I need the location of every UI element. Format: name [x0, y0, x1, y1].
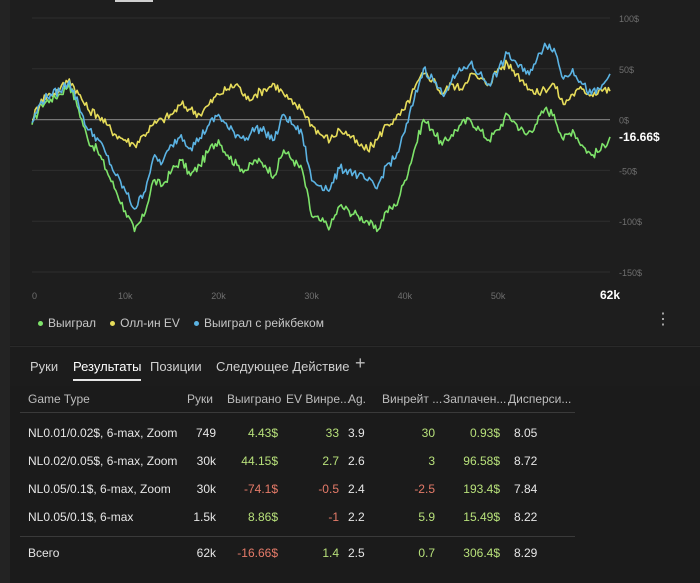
x-tick-label: 40k [398, 291, 413, 301]
legend-item-won[interactable]: Выиграл [38, 316, 96, 330]
cell-game-type: NL0.02/0.05$, 6-max, Zoom [28, 454, 178, 468]
tab-positions[interactable]: Позиции [150, 359, 202, 374]
y-tick-label: 0$ [619, 116, 629, 126]
legend-dot-icon [38, 320, 43, 326]
y-tick-label: -50$ [619, 166, 637, 176]
col-header-paid-rake[interactable]: Заплачен... [443, 392, 507, 406]
cell-game-type: NL0.05/0.1$, 6-max [28, 510, 134, 524]
tab-next-action[interactable]: Следующее Действие [216, 359, 350, 374]
cell-paid-rake: 15.49$ [463, 510, 500, 524]
series-line-2 [32, 59, 611, 153]
x-tick-label: 10k [118, 291, 133, 301]
cell-ev-winrate: 33 [325, 426, 339, 440]
cell-aggression: 2.6 [348, 454, 365, 468]
y-tick-label: -150$ [619, 268, 642, 278]
table-row[interactable]: NL0.02/0.05$, 6-max, Zoom 30k 44.15$ 2.7… [10, 446, 700, 474]
col-header-ev-winrate[interactable]: EV Винре... [286, 392, 351, 406]
end-value-label: -16.66$ [619, 130, 660, 144]
add-tab-icon[interactable]: + [355, 353, 366, 373]
tab-hands[interactable]: Руки [30, 359, 59, 374]
tab-bar: Руки Результаты Позиции Следующее Действ… [10, 346, 700, 387]
cell-won: -74.1$ [243, 482, 278, 496]
cell-won: 8.86$ [247, 510, 278, 524]
legend-dot-icon [193, 320, 199, 326]
col-header-winrate[interactable]: Винрейт ... [382, 392, 443, 406]
cell-winrate: 3 [428, 454, 435, 468]
cell-ev-winrate: -0.5 [318, 482, 339, 496]
legend-label: Олл-ин EV [120, 316, 180, 330]
legend-dot-icon [110, 320, 116, 326]
tab-results[interactable]: Результаты [73, 359, 142, 381]
table-row[interactable]: NL0.05/0.1$, 6-max, Zoom 30k -74.1$ -0.5… [10, 474, 700, 502]
y-tick-label: 50$ [619, 65, 634, 75]
more-options-icon[interactable]: ⋮ [655, 311, 671, 328]
table-total-row[interactable]: Всего 62k -16.66$ 1.4 2.5 0.7 306.4$ 8.2… [10, 538, 700, 566]
cell-hands: 30k [196, 454, 216, 468]
cell-variance: 7.84 [514, 482, 538, 496]
cell-aggression: 2.4 [348, 482, 365, 496]
results-table: Game Type Руки Выиграно EV Винре... Ag. … [10, 386, 700, 583]
x-tick-label: 62k [600, 288, 620, 302]
x-tick-label: 20k [211, 291, 226, 301]
top-tab-indicator [115, 0, 153, 2]
cell-paid-rake: 0.93$ [469, 426, 500, 440]
cell-ev-winrate: 2.7 [322, 454, 339, 468]
col-header-won[interactable]: Выиграно [227, 392, 282, 406]
cell-game-type: NL0.01/0.02$, 6-max, Zoom [28, 426, 178, 440]
left-panel-strip [0, 0, 10, 583]
legend-item-rakeback[interactable]: Выиграл с рейкбеком [193, 316, 324, 330]
series-line-1 [31, 83, 611, 233]
col-header-variance[interactable]: Дисперси... [508, 392, 572, 406]
cell-hands: 1.5k [193, 510, 216, 524]
cell-variance: 8.05 [514, 426, 538, 440]
cell-winrate: -2.5 [414, 482, 435, 496]
cell-aggression: 2.5 [348, 546, 365, 560]
cell-hands: 62k [196, 546, 216, 560]
x-tick-label: 50k [491, 291, 506, 301]
series-line-3 [31, 42, 611, 210]
col-header-game-type[interactable]: Game Type [28, 392, 90, 406]
x-tick-label: 0 [32, 291, 37, 301]
cell-total-label: Всего [28, 546, 60, 560]
cell-hands: 30k [196, 482, 216, 496]
header-divider [20, 412, 575, 413]
y-tick-label: 100$ [619, 14, 639, 24]
table-row[interactable]: NL0.01/0.02$, 6-max, Zoom 749 4.43$ 33 3… [10, 418, 700, 446]
cell-variance: 8.29 [514, 546, 538, 560]
y-tick-label: -100$ [619, 217, 642, 227]
col-header-aggression[interactable]: Ag. [348, 392, 367, 406]
cell-won: 44.15$ [241, 454, 278, 468]
total-divider [20, 536, 575, 537]
cell-aggression: 2.2 [348, 510, 365, 524]
cell-paid-rake: 193.4$ [463, 482, 500, 496]
graph-panel: 100$ 50$ 0$ -50$ -100$ -150$ 0 10k 20k 30k 40k 50k 6… [10, 0, 700, 345]
cell-ev-winrate: 1.4 [322, 546, 339, 560]
col-header-hands[interactable]: Руки [187, 392, 213, 406]
profit-chart: 100$ 50$ 0$ -50$ -100$ -150$ 0 10k 20k 30k 40k 50k 6… [31, 14, 660, 302]
cell-paid-rake: 96.58$ [463, 454, 500, 468]
cell-hands: 749 [195, 426, 216, 440]
cell-winrate: 0.7 [418, 546, 435, 560]
legend-item-allin-ev[interactable]: Олл-ин EV [110, 316, 180, 330]
cell-variance: 8.22 [514, 510, 538, 524]
legend-label: Выиграл с рейкбеком [203, 316, 324, 330]
cell-aggression: 3.9 [348, 426, 365, 440]
cell-paid-rake: 306.4$ [463, 546, 500, 560]
cell-won: -16.66$ [237, 546, 278, 560]
cell-won: 4.43$ [247, 426, 278, 440]
cell-winrate: 30 [421, 426, 435, 440]
x-tick-label: 30k [304, 291, 319, 301]
cell-winrate: 5.9 [418, 510, 435, 524]
table-row[interactable]: NL0.05/0.1$, 6-max 1.5k 8.86$ -1 2.2 5.9… [10, 502, 700, 530]
cell-variance: 8.72 [514, 454, 538, 468]
cell-game-type: NL0.05/0.1$, 6-max, Zoom [28, 482, 171, 496]
chart-legend: Выиграл Олл-ин EV Выиграл с рейкбеком [38, 316, 324, 330]
cell-ev-winrate: -1 [328, 510, 339, 524]
legend-label: Выиграл [48, 316, 97, 330]
